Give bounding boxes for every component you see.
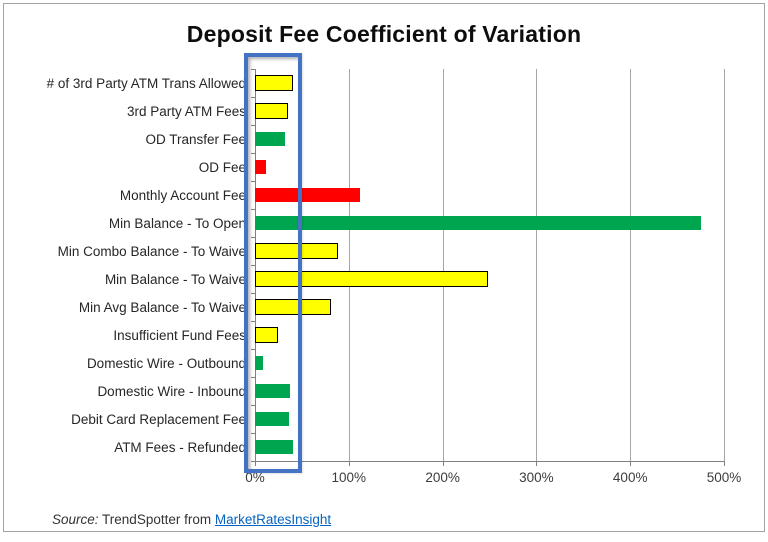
category-label: Debit Card Replacement Fee	[71, 411, 246, 427]
bar-row: Debit Card Replacement Fee	[4, 405, 764, 433]
category-label: Domestic Wire - Outbound	[86, 355, 246, 371]
bar-green	[255, 356, 264, 370]
x-axis-tick-label: 200%	[425, 470, 460, 485]
source-link[interactable]: MarketRatesInsight	[214, 512, 332, 527]
bar-green	[255, 440, 294, 454]
bar-row: 3rd Party ATM Fees	[4, 97, 764, 125]
bar-row: OD Transfer Fee	[4, 125, 764, 153]
y-axis-tick	[251, 461, 255, 462]
category-label: Domestic Wire - Inbound	[97, 383, 246, 399]
category-label: OD Fee	[198, 159, 246, 175]
bar-track	[255, 321, 764, 349]
bar-green	[255, 412, 289, 426]
category-label: Min Combo Balance - To Waive	[57, 243, 246, 259]
category-label: Insufficient Fund Fees	[113, 327, 246, 343]
y-axis-tick	[251, 209, 255, 210]
bar-row: Min Balance - To Open	[4, 209, 764, 237]
bar-row: Domestic Wire - Inbound	[4, 377, 764, 405]
gridline	[630, 69, 632, 461]
x-axis-line	[255, 461, 724, 462]
x-axis-tick	[442, 461, 444, 466]
y-axis-tick	[251, 293, 255, 294]
bar-track	[255, 97, 764, 125]
bar-yellow	[255, 271, 488, 287]
bar-yellow	[255, 327, 278, 343]
highlight-box	[244, 53, 302, 473]
category-label: 3rd Party ATM Fees	[126, 103, 246, 119]
bar-track	[255, 125, 764, 153]
y-axis-tick	[251, 321, 255, 322]
x-axis-tick	[724, 461, 725, 466]
bar-track	[255, 433, 764, 461]
bar-row: Min Balance - To Waive	[4, 265, 764, 293]
category-label: Min Avg Balance - To Waive	[78, 299, 246, 315]
bar-row: Min Avg Balance - To Waive	[4, 293, 764, 321]
bar-yellow	[255, 243, 338, 259]
x-axis-tick-label: 400%	[612, 470, 648, 485]
gridline	[536, 69, 538, 461]
gridline	[442, 69, 444, 461]
category-label: Min Balance - To Waive	[104, 271, 246, 287]
bar-row: Min Combo Balance - To Waive	[4, 237, 764, 265]
y-axis-tick	[251, 405, 255, 406]
y-axis-tick	[251, 153, 255, 154]
bar-row: # of 3rd Party ATM Trans Allowed	[4, 69, 764, 97]
chart-frame: Deposit Fee Coefficient of Variation # o…	[3, 3, 765, 532]
x-axis-tick-label: 500%	[706, 470, 742, 485]
y-axis-tick	[251, 349, 255, 350]
y-axis-tick	[251, 433, 255, 434]
category-label: Min Balance - To Open	[108, 215, 246, 231]
y-axis-tick	[251, 97, 255, 98]
bar-red	[255, 188, 361, 202]
chart-title: Deposit Fee Coefficient of Variation	[186, 21, 582, 47]
bar-track	[255, 237, 764, 265]
bar-red	[255, 160, 267, 174]
y-axis-line	[255, 69, 256, 462]
bar-row: Monthly Account Fee	[4, 181, 764, 209]
bar-track	[255, 265, 764, 293]
gridline	[724, 69, 725, 461]
bar-track	[255, 209, 764, 237]
y-axis-tick	[251, 69, 255, 70]
y-axis-tick	[251, 265, 255, 266]
category-label: ATM Fees - Refunded	[114, 439, 246, 455]
source-label: Source:	[52, 512, 99, 527]
x-axis-tick	[255, 461, 256, 466]
bar-yellow	[255, 103, 288, 119]
bar-yellow	[255, 299, 331, 315]
source-line: Source: TrendSpotter from MarketRatesIns…	[37, 497, 331, 542]
x-axis-tick-label: 0%	[245, 470, 265, 485]
x-axis-tick	[630, 461, 632, 466]
y-axis-tick	[251, 377, 255, 378]
bar-track	[255, 153, 764, 181]
bar-row: Insufficient Fund Fees	[4, 321, 764, 349]
bar-track	[255, 377, 764, 405]
x-axis-tick-label: 100%	[331, 470, 367, 485]
gridline	[348, 69, 350, 461]
y-axis-tick	[251, 125, 255, 126]
y-axis-tick	[251, 181, 255, 182]
category-label: # of 3rd Party ATM Trans Allowed	[46, 75, 246, 91]
bar-track	[255, 349, 764, 377]
bar-row: ATM Fees - Refunded	[4, 433, 764, 461]
x-axis-tick	[348, 461, 350, 466]
x-axis-tick	[536, 461, 538, 466]
bar-green	[255, 384, 290, 398]
bar-yellow	[255, 75, 293, 91]
bar-track	[255, 293, 764, 321]
category-label: Monthly Account Fee	[119, 187, 246, 203]
bar-rows: # of 3rd Party ATM Trans Allowed 3rd Part…	[4, 69, 764, 461]
category-label: OD Transfer Fee	[145, 131, 246, 147]
bar-track	[255, 69, 764, 97]
bar-track	[255, 405, 764, 433]
x-axis-tick-label: 300%	[519, 470, 554, 485]
source-text: TrendSpotter from	[98, 512, 215, 527]
bar-row: OD Fee	[4, 153, 764, 181]
bar-green	[255, 132, 286, 146]
bar-row: Domestic Wire - Outbound	[4, 349, 764, 377]
bar-track	[255, 181, 764, 209]
bar-green	[255, 216, 701, 230]
y-axis-tick	[251, 237, 255, 238]
